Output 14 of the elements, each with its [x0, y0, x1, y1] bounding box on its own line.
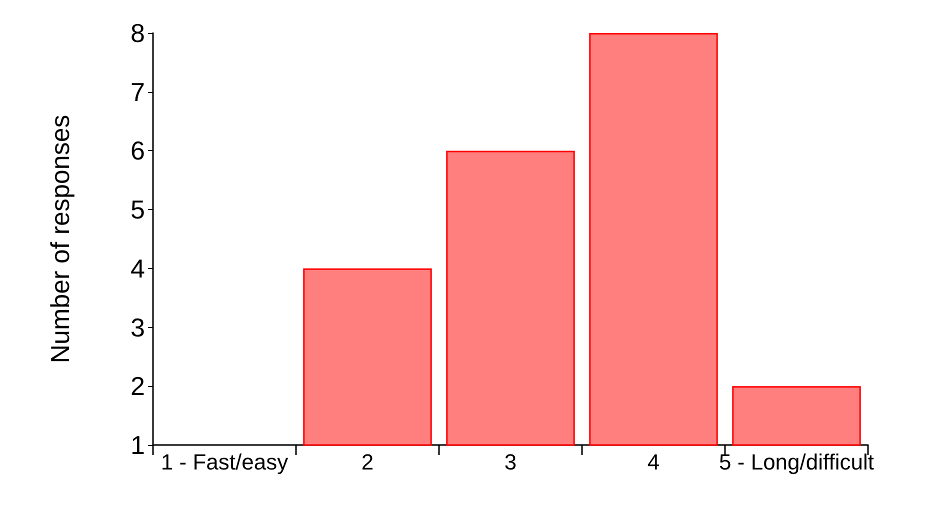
y-tick-label: 6 — [130, 136, 145, 166]
y-tick-label: 5 — [130, 194, 145, 225]
y-tick-label: 3 — [130, 312, 145, 342]
y-tick-label: 1 — [130, 430, 145, 460]
x-tick-label: 1 - Fast/easy — [160, 450, 288, 474]
y-axis-title: Number of responses — [45, 114, 75, 364]
x-tick-label: 3 — [504, 450, 517, 474]
x-tick-label: 4 — [647, 450, 660, 474]
x-tick-label: 5 - Long/difficult — [719, 450, 874, 474]
y-tick-label: 7 — [130, 76, 145, 107]
x-tick-label: 2 — [361, 450, 374, 474]
y-tick-label: 8 — [130, 18, 145, 48]
y-tick-label: 2 — [130, 371, 145, 402]
y-tick-label: 4 — [130, 253, 145, 284]
